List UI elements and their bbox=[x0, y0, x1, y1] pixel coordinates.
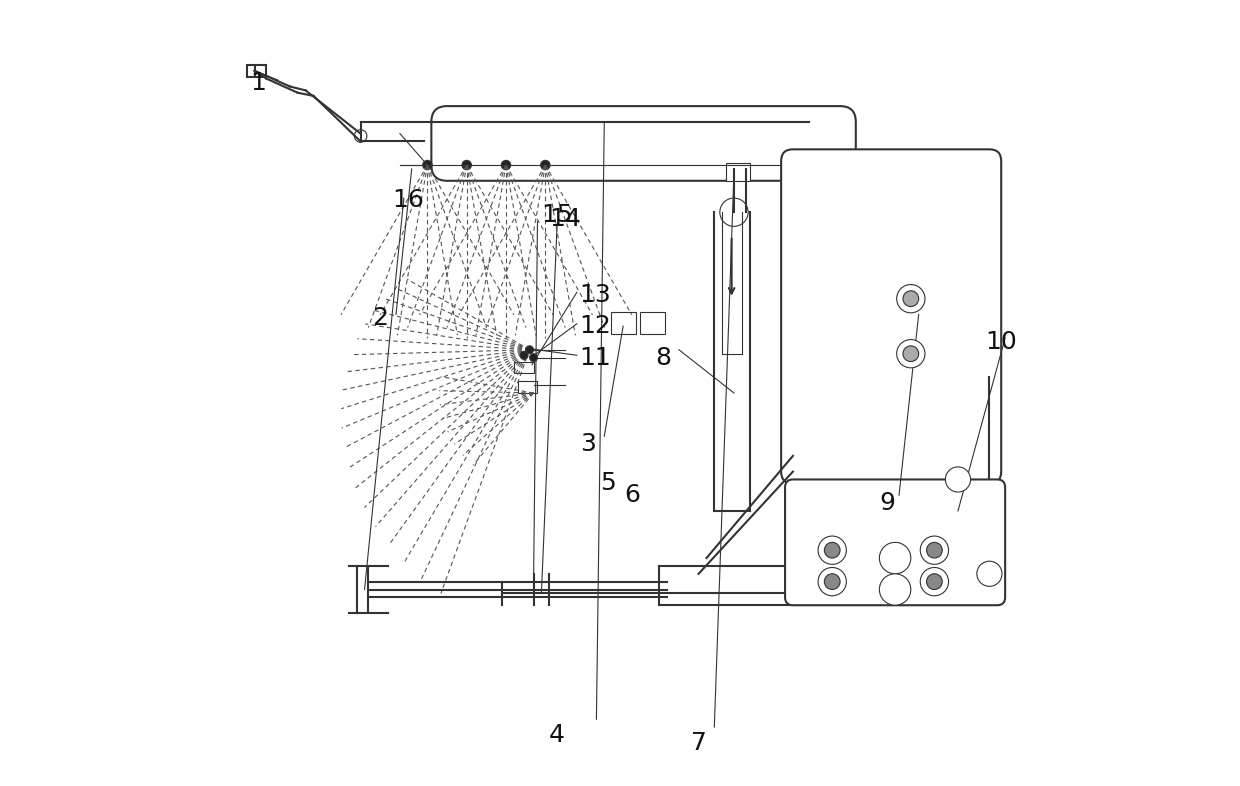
Text: 7: 7 bbox=[691, 731, 707, 755]
Circle shape bbox=[897, 285, 925, 313]
Circle shape bbox=[903, 346, 919, 362]
Bar bbox=[727, 163, 750, 181]
Text: 11: 11 bbox=[579, 346, 611, 369]
Bar bbox=[518, 381, 537, 393]
Circle shape bbox=[520, 351, 528, 359]
Circle shape bbox=[529, 354, 537, 362]
Text: 1: 1 bbox=[250, 71, 267, 94]
Circle shape bbox=[897, 340, 925, 368]
Text: 8: 8 bbox=[655, 346, 671, 369]
Circle shape bbox=[903, 291, 919, 307]
Text: 10: 10 bbox=[986, 330, 1017, 354]
Text: 3: 3 bbox=[580, 432, 596, 456]
FancyBboxPatch shape bbox=[432, 106, 856, 181]
Text: 13: 13 bbox=[579, 283, 611, 307]
Text: 16: 16 bbox=[392, 189, 424, 212]
Circle shape bbox=[720, 198, 748, 226]
Text: 5: 5 bbox=[600, 472, 616, 495]
Text: 14: 14 bbox=[549, 207, 580, 230]
Circle shape bbox=[977, 561, 1002, 586]
Circle shape bbox=[541, 160, 551, 170]
Circle shape bbox=[355, 130, 367, 142]
Text: 9: 9 bbox=[879, 491, 895, 515]
Circle shape bbox=[926, 574, 942, 590]
FancyBboxPatch shape bbox=[781, 149, 1001, 483]
Circle shape bbox=[463, 160, 471, 170]
Bar bbox=[513, 362, 533, 373]
Text: 4: 4 bbox=[549, 723, 565, 747]
Circle shape bbox=[920, 536, 949, 564]
Text: 12: 12 bbox=[579, 314, 611, 338]
Bar bbox=[247, 65, 267, 77]
Circle shape bbox=[423, 160, 433, 170]
Circle shape bbox=[501, 160, 511, 170]
Circle shape bbox=[945, 467, 971, 492]
Circle shape bbox=[926, 542, 942, 558]
Circle shape bbox=[879, 542, 911, 574]
FancyBboxPatch shape bbox=[785, 479, 1006, 605]
Text: 15: 15 bbox=[542, 204, 573, 227]
Circle shape bbox=[825, 542, 839, 558]
Text: 2: 2 bbox=[372, 307, 388, 330]
Bar bbox=[610, 312, 636, 334]
Circle shape bbox=[818, 567, 847, 596]
Circle shape bbox=[818, 536, 847, 564]
Circle shape bbox=[526, 346, 533, 354]
Circle shape bbox=[879, 574, 911, 605]
Circle shape bbox=[920, 567, 949, 596]
Text: 6: 6 bbox=[624, 483, 640, 507]
Circle shape bbox=[825, 574, 839, 590]
Bar bbox=[640, 312, 665, 334]
